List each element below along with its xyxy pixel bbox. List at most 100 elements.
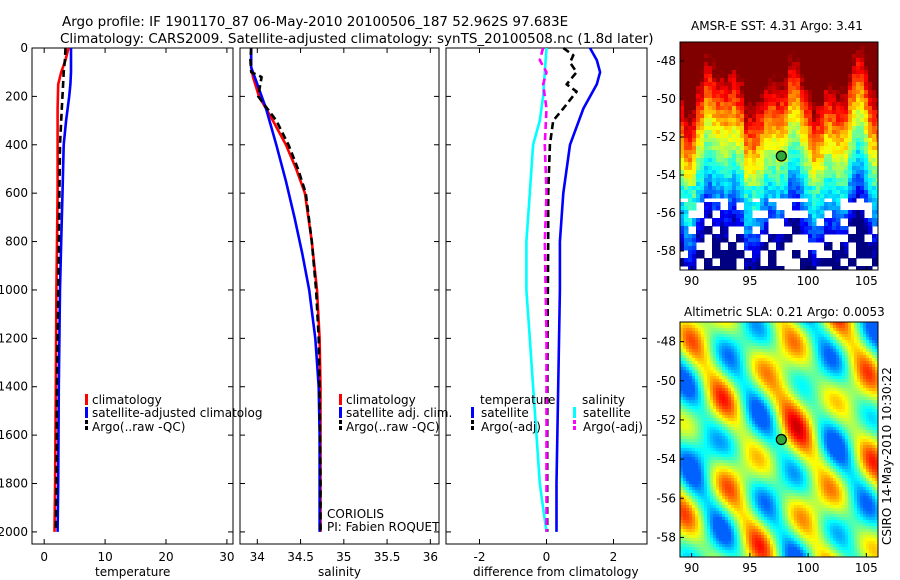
map-cell [780,66,785,71]
map-cell [776,66,781,71]
map-cell [872,234,877,239]
map-cell [689,361,693,365]
map-cell [856,126,861,131]
map-cell [725,454,729,458]
map-cell [755,454,759,458]
map-cell [728,367,732,371]
map-cell [848,210,853,215]
map-cell [708,202,713,207]
map-cell [732,210,737,215]
map-cell [812,258,817,263]
map-cell [696,118,701,123]
map-cell [731,352,735,356]
map-cell [876,134,878,139]
map-cell [758,370,762,374]
map-cell [743,379,747,383]
map-cell [784,62,789,67]
map-cell [731,502,735,506]
map-cell [856,58,861,63]
map-cell [704,226,709,231]
map-cell [712,122,717,127]
map-cell [736,162,741,167]
map-cell [701,469,705,473]
map-cell [872,130,877,135]
map-cell [868,118,873,123]
map-cell [755,472,759,476]
map-cell [768,42,773,47]
map-cell [796,50,801,55]
map-cell [692,194,697,199]
map-cell [713,361,717,365]
map-cell [689,343,693,347]
map-cell [728,206,733,211]
map-cell [689,550,693,554]
map-cell [764,130,769,135]
map-cell [716,424,720,428]
map-cell [701,526,705,530]
map-cell [700,70,705,75]
map-cell [758,517,762,521]
map-cell [684,150,689,155]
map-cell [761,388,765,392]
map-cell [756,258,761,263]
map-cell [772,254,777,259]
map-cell [716,242,721,247]
map-cell [719,430,723,434]
map-cell [876,206,878,211]
map-cell [680,230,685,235]
map-cell [684,138,689,143]
map-cell [760,202,765,207]
map-cell [836,170,841,175]
map-cell [784,234,789,239]
map-cell [707,517,711,521]
map-cell [713,349,717,353]
map-cell [816,66,821,71]
map-cell [731,325,735,329]
map-cell [812,42,817,47]
map-cell [836,162,841,167]
map-cell [696,114,701,119]
map-cell [752,322,756,326]
map-cell [760,82,765,87]
map-cell [804,74,809,79]
map-cell [746,391,750,395]
map-cell [701,481,705,485]
map-cell [698,409,702,413]
map-cell [731,328,735,332]
map-cell [686,484,690,488]
map-cell [820,194,825,199]
map-cell [743,388,747,392]
map-cell [740,98,745,103]
map-cell [720,154,725,159]
map-cell [710,436,714,440]
map-cell [761,424,765,428]
map-cell [840,134,845,139]
map-cell [768,134,773,139]
map-cell [804,206,809,211]
map-cell [746,550,750,554]
map-cell [736,238,741,243]
map-cell [832,114,837,119]
map-x-tick-label: 90 [684,274,699,288]
map-cell [844,166,849,171]
map-cell [728,174,733,179]
map-cell [728,436,732,440]
map-cell [725,418,729,422]
map-cell [725,535,729,539]
map-cell [743,523,747,527]
map-cell [710,433,714,437]
map-cell [756,170,761,175]
map-cell [752,364,756,368]
map-cell [692,202,697,207]
map-cell [710,463,714,467]
map-cell [832,70,837,75]
map-cell [768,58,773,63]
map-cell [860,166,865,171]
map-cell [752,406,756,410]
map-cell [776,50,781,55]
map-cell [724,114,729,119]
map-cell [824,154,829,159]
map-cell [756,218,761,223]
map-cell [707,520,711,524]
map-cell [760,58,765,63]
